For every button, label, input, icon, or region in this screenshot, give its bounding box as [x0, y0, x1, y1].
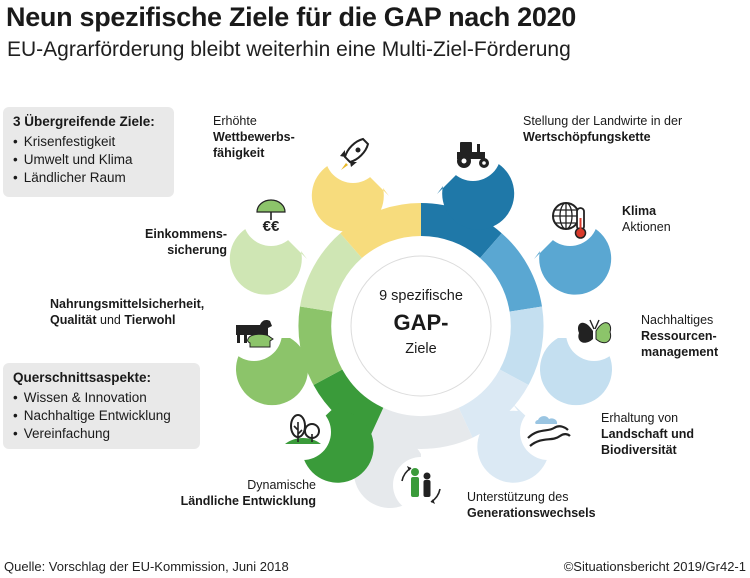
- livestock-icon: [236, 320, 274, 348]
- rocket-icon: [340, 137, 370, 170]
- copyright-note: ©Situationsbericht 2019/Gr42-1: [563, 559, 746, 574]
- overarching-item: Ländlicher Raum: [13, 169, 164, 187]
- globe-thermometer-icon: [552, 202, 587, 239]
- label-value-chain: Stellung der Landwirte in der Wertschöpf…: [523, 114, 683, 144]
- chart-title: Neun spezifische Ziele für die GAP nach …: [6, 2, 577, 32]
- center-line-3: Ziele: [405, 341, 437, 357]
- pin-value-chain: [437, 125, 515, 230]
- umbrella-euro-icon: [256, 199, 286, 220]
- ring-segment-competitiveness: [340, 203, 421, 258]
- generations-icon: [401, 466, 441, 504]
- center-line-1: 9 spezifische: [379, 288, 463, 304]
- ring-segment-income: [300, 233, 362, 312]
- label-resources: Nachhaltiges Ressourcen- management: [641, 313, 719, 359]
- crosscutting-item: Vereinfachung: [13, 425, 190, 443]
- center-line-2: GAP-: [393, 310, 449, 335]
- pin-food: [226, 305, 308, 406]
- pin-landscape: [477, 403, 576, 483]
- label-income: Einkommens- sicherung: [145, 227, 227, 257]
- crosscutting-box: Querschnittsaspekte: Wissen & Innovation…: [3, 363, 200, 449]
- label-landscape: Erhaltung von Landschaft und Biodiversit…: [601, 411, 695, 457]
- crosscutting-heading: Querschnittsaspekte:: [13, 370, 152, 385]
- crosscutting-item: Nachhaltige Entwicklung: [13, 407, 190, 425]
- chart-subtitle: EU-Agrarförderung bleibt weiterhin eine …: [7, 38, 571, 61]
- landscape-icon: [527, 416, 571, 447]
- overarching-item: Umwelt und Klima: [13, 151, 164, 169]
- tractor-icon: [457, 142, 489, 168]
- ring-segment-landscape: [458, 369, 529, 438]
- label-competitiveness: Erhöhte Wettbewerbs- fähigkeit: [213, 114, 295, 160]
- label-food: Nahrungsmittelsicherheit, Qualität und T…: [50, 297, 205, 327]
- ring-segment-rural: [313, 369, 384, 438]
- overarching-heading: 3 Übergreifende Ziele:: [13, 114, 155, 129]
- label-rural: Dynamische Ländliche Entwicklung: [180, 478, 316, 508]
- ring-segment-value-chain: [421, 203, 502, 258]
- label-climate: Klima Aktionen: [622, 204, 671, 234]
- center-disc: [350, 255, 492, 397]
- ring-segment-resources: [499, 306, 544, 385]
- pin-resources: [540, 305, 622, 406]
- crosscutting-item: Wissen & Innovation: [13, 389, 190, 407]
- overarching-goals-box: 3 Übergreifende Ziele: Krisenfestigkeit …: [3, 107, 174, 197]
- euro-sign: €€: [262, 218, 280, 235]
- overarching-item: Krisenfestigkeit: [13, 133, 164, 151]
- ring-segment-food: [298, 306, 343, 385]
- label-generational: Unterstützung des Generationswechsels: [467, 490, 596, 520]
- trees-icon: [285, 414, 321, 444]
- pin-competitiveness: [311, 127, 389, 232]
- source-note: Quelle: Vorschlag der EU-Kommission, Jun…: [4, 559, 289, 574]
- ring-segment-climate: [480, 233, 542, 312]
- butterfly-icon: [578, 319, 612, 344]
- pin-income: [229, 190, 307, 295]
